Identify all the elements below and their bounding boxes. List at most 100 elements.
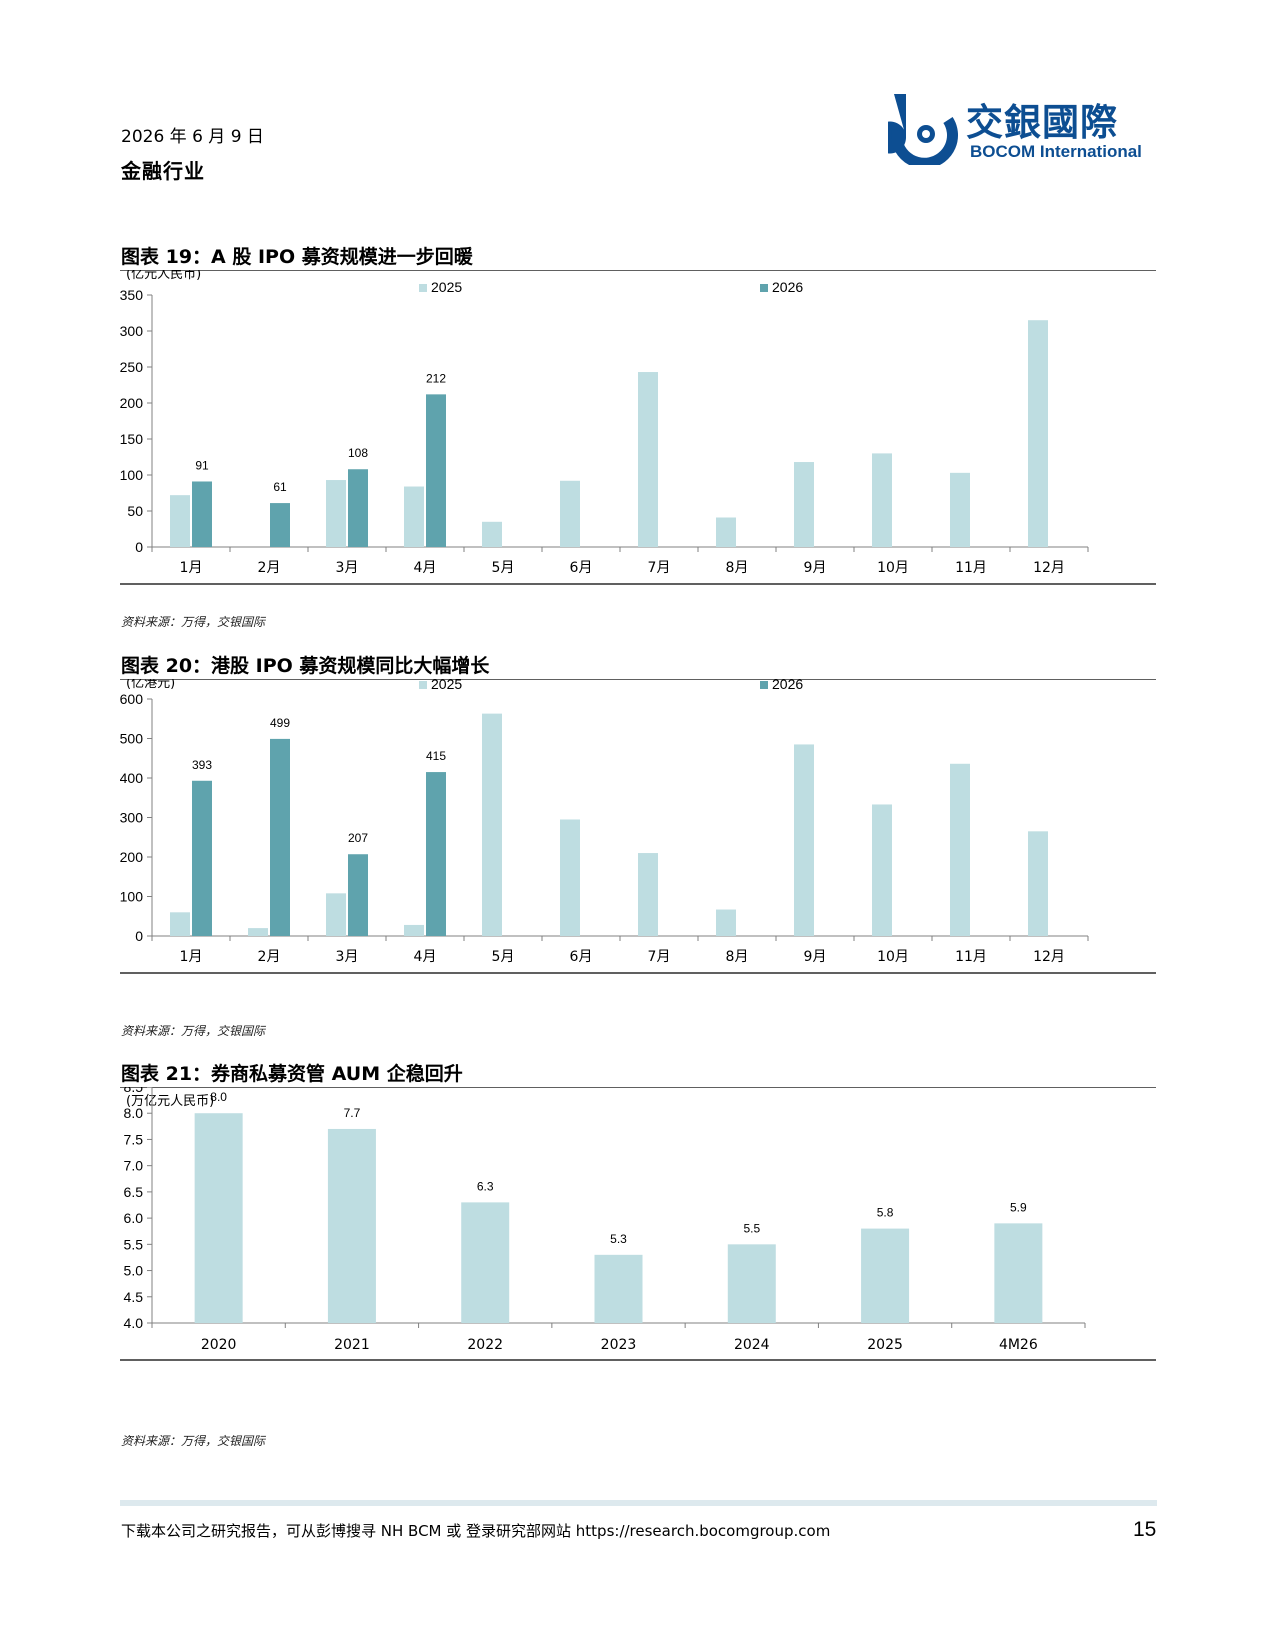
y-tick-label: 0 xyxy=(135,539,143,555)
legend-swatch-2025 xyxy=(419,284,427,292)
x-category-label: 12月 xyxy=(1033,949,1065,965)
chart-19-source: 资料来源：万得，交银国际 xyxy=(121,615,266,629)
bar-2025 xyxy=(404,924,424,936)
y-tick-label: 200 xyxy=(120,849,143,865)
bar-2025 xyxy=(794,462,814,547)
bar-2025 xyxy=(872,804,892,936)
x-category-label: 2月 xyxy=(258,560,281,576)
bar-2025 xyxy=(1028,831,1048,936)
bar-2025 xyxy=(482,521,502,547)
y-tick-label: 0 xyxy=(135,928,143,944)
chart-19: (亿元人民币) 0 50 100 150 200 250 300 350 1月 2月 3月 4月 5月 6月… xyxy=(120,270,1156,605)
bar-2026 xyxy=(192,780,212,936)
bar-2026 xyxy=(192,481,212,547)
chart-19-svg: (亿元人民币) 0 50 100 150 200 250 300 350 1月 2月 3月 4月 5月 6月… xyxy=(120,270,1156,585)
data-label-2026: 393 xyxy=(192,758,212,772)
chart-20-svg: (亿港元) 0 100 200 300 400 500 600 1月 2月 3月 4月 5月 6月 7月 8月… xyxy=(120,679,1156,974)
x-category-label: 2025 xyxy=(867,1337,903,1353)
bar-2025 xyxy=(872,453,892,547)
x-category-label: 12月 xyxy=(1033,560,1065,576)
x-category-label: 9月 xyxy=(804,560,827,576)
bar-aum xyxy=(461,1202,510,1323)
x-category-label: 2月 xyxy=(258,949,281,965)
bar-aum xyxy=(194,1113,243,1323)
chart-21-title: 图表 21：券商私募资管 AUM 企稳回升 xyxy=(121,1063,463,1085)
x-category-label: 8月 xyxy=(726,560,749,576)
y-tick-label: 50 xyxy=(127,503,143,519)
y-tick-label: 350 xyxy=(120,287,143,303)
logo-en-text: BOCOM International xyxy=(970,142,1142,161)
x-category-label: 5月 xyxy=(492,949,515,965)
bar-2026 xyxy=(426,772,446,936)
bar-2026 xyxy=(348,854,368,936)
data-label-2026: 91 xyxy=(195,458,209,472)
y-tick-label: 100 xyxy=(120,889,143,905)
bar-2025 xyxy=(638,853,658,936)
data-label-2026: 212 xyxy=(426,371,446,385)
bar-2026 xyxy=(270,503,290,547)
data-label-aum: 6.3 xyxy=(477,1179,494,1193)
bar-aum xyxy=(994,1223,1043,1323)
legend-label-2026: 2026 xyxy=(772,679,803,692)
x-category-label: 8月 xyxy=(726,949,749,965)
data-label-2026: 415 xyxy=(426,749,446,763)
bar-aum xyxy=(594,1254,643,1323)
logo-cn-text: 交銀國際 xyxy=(966,100,1118,144)
bar-2025 xyxy=(560,819,580,936)
bar-2025 xyxy=(326,480,346,547)
footer-text: 下载本公司之研究报告，可从彭博搜寻 NH BCM 或 登录研究部网站 https… xyxy=(121,1522,831,1540)
x-category-label: 6月 xyxy=(570,560,593,576)
y-tick-label: 500 xyxy=(120,731,143,747)
y-tick-label: 4.5 xyxy=(124,1289,144,1305)
chart-20-title: 图表 20：港股 IPO 募资规模同比大幅增长 xyxy=(121,655,490,677)
bar-2025 xyxy=(638,372,658,547)
x-category-label: 9月 xyxy=(804,949,827,965)
bar-2025 xyxy=(326,893,346,936)
bar-2026 xyxy=(348,469,368,547)
y-tick-label: 6.5 xyxy=(124,1184,144,1200)
bar-aum xyxy=(727,1244,776,1323)
chart-20-source: 资料来源：万得，交银国际 xyxy=(121,1024,266,1038)
legend-swatch-2026 xyxy=(760,681,768,689)
legend-swatch-2025 xyxy=(419,681,427,689)
data-label-2026: 207 xyxy=(348,831,368,845)
bar-2025 xyxy=(716,517,736,547)
data-label-aum: 5.5 xyxy=(743,1221,760,1235)
y-axis-unit-label: (亿元人民币) xyxy=(126,270,201,282)
x-category-label: 2023 xyxy=(601,1337,637,1353)
bar-2025 xyxy=(482,713,502,936)
bar-2025 xyxy=(950,763,970,936)
data-label-2026: 108 xyxy=(348,446,368,460)
x-category-label: 2024 xyxy=(734,1337,770,1353)
data-label-aum: 7.7 xyxy=(344,1106,361,1120)
y-tick-label: 5.0 xyxy=(124,1263,144,1279)
x-category-label: 11月 xyxy=(955,949,987,965)
x-category-label: 4M26 xyxy=(999,1337,1038,1353)
chart-21: (万亿元人民币) 4.0 4.5 5.0 5.5 6.0 6.5 7.0 7.5 8.0 8.5 20… xyxy=(120,1087,1156,1424)
data-label-aum: 5.3 xyxy=(610,1232,627,1246)
y-tick-label: 8.0 xyxy=(124,1105,144,1121)
y-tick-label: 600 xyxy=(120,691,143,707)
legend-label-2025: 2025 xyxy=(431,679,462,692)
y-tick-label: 100 xyxy=(120,467,143,483)
data-label-2026: 499 xyxy=(270,716,290,730)
legend-label-2025: 2025 xyxy=(431,279,462,295)
x-category-label: 3月 xyxy=(336,949,359,965)
y-tick-label: 7.5 xyxy=(124,1131,144,1147)
data-label-aum: 5.8 xyxy=(877,1206,894,1220)
chart-19-title: 图表 19：A 股 IPO 募资规模进一步回暖 xyxy=(121,246,473,268)
y-tick-label: 400 xyxy=(120,770,143,786)
bar-aum xyxy=(861,1228,910,1323)
x-category-label: 10月 xyxy=(877,949,909,965)
bar-2025 xyxy=(716,909,736,936)
legend-swatch-2026 xyxy=(760,284,768,292)
x-category-label: 4月 xyxy=(414,949,437,965)
report-date: 2026 年 6 月 9 日 xyxy=(121,127,264,147)
bar-2026 xyxy=(426,394,446,547)
bar-2025 xyxy=(794,744,814,936)
x-category-label: 2021 xyxy=(334,1337,370,1353)
bar-2025 xyxy=(1028,320,1048,547)
x-category-label: 7月 xyxy=(648,949,671,965)
x-category-label: 3月 xyxy=(336,560,359,576)
sector-title: 金融行业 xyxy=(121,159,205,183)
